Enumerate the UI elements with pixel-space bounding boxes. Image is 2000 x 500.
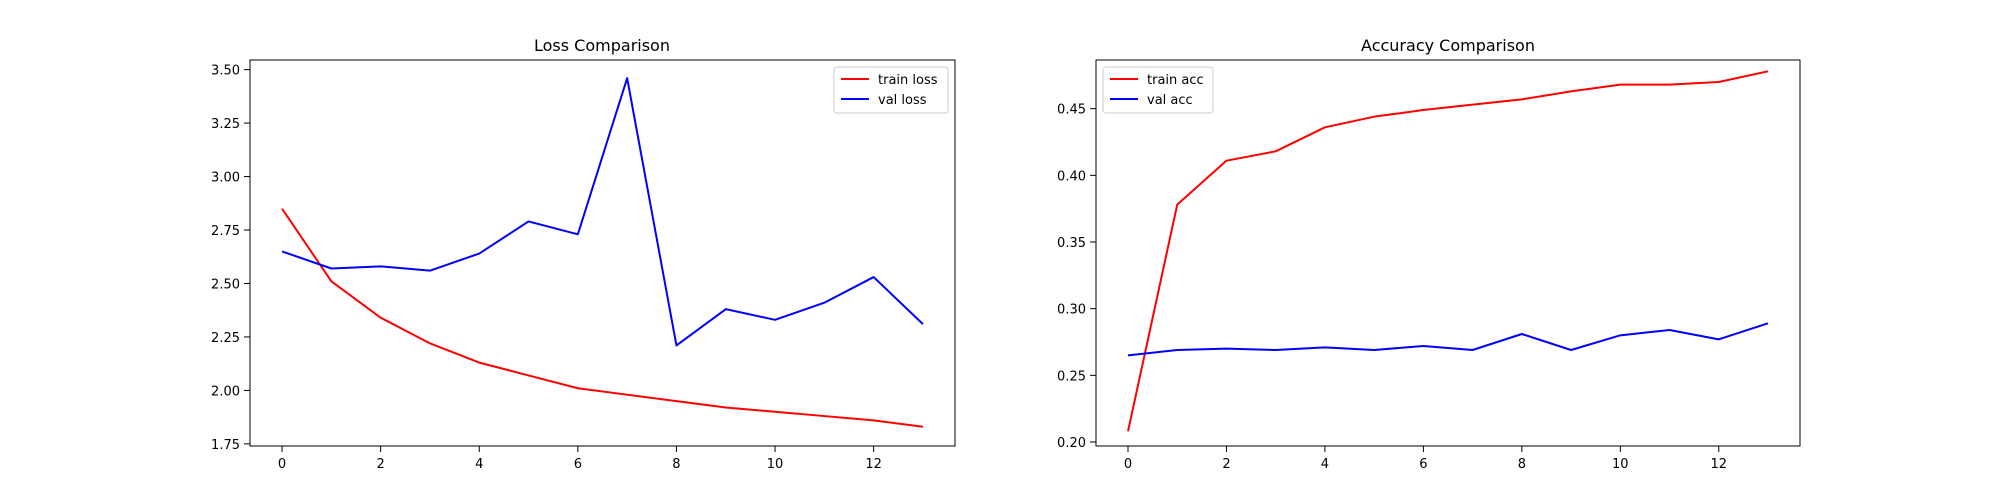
accuracy-x-tick-label: 10 xyxy=(1612,457,1629,472)
loss-y-tick-label: 2.00 xyxy=(211,384,240,399)
loss-chart-title: Loss Comparison xyxy=(534,36,670,55)
accuracy-x-tick-label: 0 xyxy=(1124,457,1132,472)
loss-x-tick-label: 6 xyxy=(574,457,582,472)
accuracy-series-val-acc-line xyxy=(1127,322,1769,357)
accuracy-y-tick-label: 0.35 xyxy=(1057,236,1086,251)
accuracy-plot-frame xyxy=(1095,59,1801,447)
accuracy-y-tick-label: 0.25 xyxy=(1057,369,1086,384)
loss-x-tick-label: 12 xyxy=(865,457,882,472)
accuracy-series-train-acc-line xyxy=(1127,70,1769,432)
loss-y-tick-label: 2.50 xyxy=(211,277,240,292)
accuracy-x-tick-label: 2 xyxy=(1222,457,1230,472)
accuracy-x-tick-label: 8 xyxy=(1518,457,1526,472)
loss-plot-layer: 0 2 4 6 8 10 12 1.75 2.00 2.25 2.50 2.75 3.00 3.25 3.5… xyxy=(211,64,924,472)
loss-legend-label-train: train loss xyxy=(878,73,938,88)
loss-legend-label-val: val loss xyxy=(878,93,927,108)
accuracy-y-tick-label: 0.45 xyxy=(1057,103,1086,118)
loss-y-tick-label: 2.25 xyxy=(211,331,240,346)
loss-y-tick-label: 3.50 xyxy=(211,64,240,79)
loss-x-tick-label: 0 xyxy=(278,457,286,472)
accuracy-chart-title: Accuracy Comparison xyxy=(1361,36,1535,55)
loss-legend: train loss val loss xyxy=(833,66,949,114)
loss-comparison-chart: Loss Comparison 0 2 4 6 8 10 12 1.75 2.00 2.25 2.5… xyxy=(211,36,956,472)
loss-y-tick-label: 3.00 xyxy=(211,171,240,186)
accuracy-plot-layer: 0 2 4 6 8 10 12 0.20 0.25 0.30 0.35 0.40 0.45 xyxy=(1057,70,1769,472)
accuracy-x-tick-label: 4 xyxy=(1321,457,1329,472)
accuracy-y-tick-label: 0.40 xyxy=(1057,169,1086,184)
loss-x-tick-label: 10 xyxy=(767,457,784,472)
accuracy-y-tick-label: 0.30 xyxy=(1057,303,1086,318)
accuracy-legend-label-train: train acc xyxy=(1147,73,1204,88)
loss-y-tick-label: 1.75 xyxy=(211,438,240,453)
accuracy-legend-label-val: val acc xyxy=(1147,93,1193,108)
accuracy-y-tick-label: 0.20 xyxy=(1057,436,1086,451)
accuracy-legend: train acc val acc xyxy=(1102,66,1214,114)
accuracy-x-tick-label: 12 xyxy=(1710,457,1727,472)
loss-plot-frame xyxy=(249,59,956,447)
loss-y-tick-label: 2.75 xyxy=(211,224,240,239)
accuracy-x-tick-label: 6 xyxy=(1419,457,1427,472)
loss-x-tick-label: 2 xyxy=(377,457,385,472)
loss-x-tick-label: 4 xyxy=(475,457,483,472)
accuracy-comparison-chart: Accuracy Comparison 0 2 4 6 8 10 12 0.20 0.25 0.3… xyxy=(1057,36,1801,472)
loss-x-tick-label: 8 xyxy=(672,457,680,472)
loss-series-train-loss-line xyxy=(281,208,924,428)
loss-y-tick-label: 3.25 xyxy=(211,117,240,132)
loss-series-val-loss-line xyxy=(281,77,924,347)
